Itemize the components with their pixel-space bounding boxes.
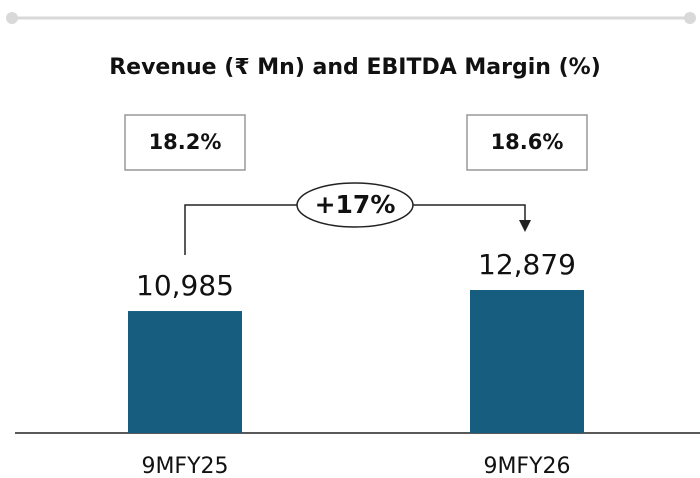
rule-dot (6, 12, 18, 24)
margin-box (466, 114, 588, 171)
x-tick-label: 9MFY25 (141, 454, 228, 478)
growth-badge (296, 182, 414, 228)
bar (128, 311, 242, 433)
chart-title: Revenue (₹ Mn) and EBITDA Margin (%) (109, 55, 601, 80)
margin-label: 18.2% (149, 130, 222, 154)
value-label: 10,985 (136, 269, 234, 302)
growth-bracket (413, 204, 526, 222)
bar (470, 290, 584, 433)
x-tick-label: 9MFY26 (483, 454, 570, 478)
margin-label: 18.6% (491, 130, 564, 154)
margin-box (124, 114, 246, 171)
growth-arrow (519, 220, 531, 232)
rule-dot (684, 12, 696, 24)
growth-bracket (184, 204, 297, 255)
value-label: 12,879 (478, 248, 576, 281)
growth-label: +17% (315, 190, 396, 219)
